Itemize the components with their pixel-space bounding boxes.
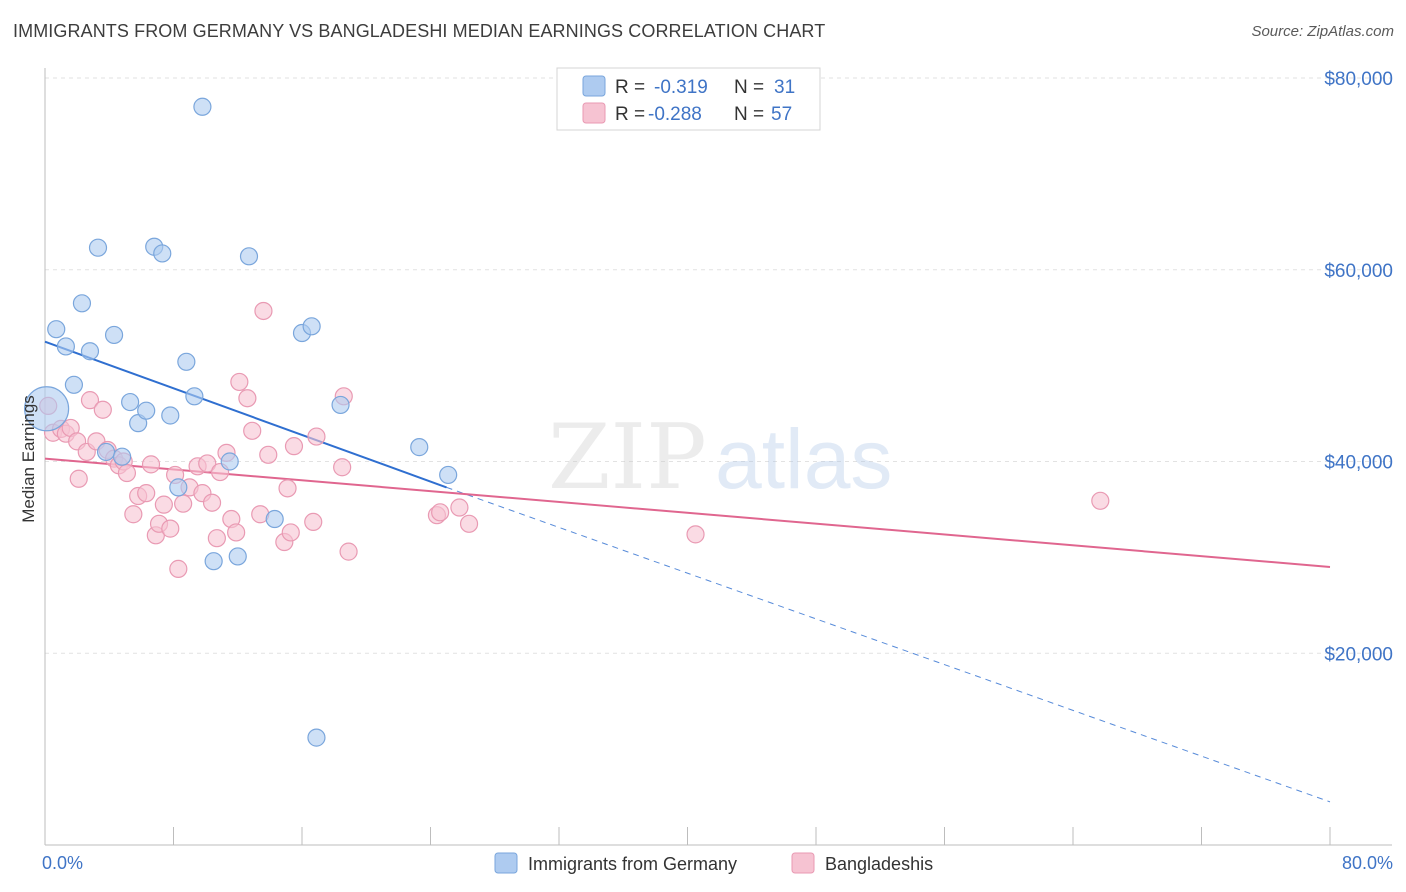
point-bangladeshis <box>202 493 222 512</box>
chart-source: Source: ZipAtlas.com <box>1251 23 1394 40</box>
point-germany <box>88 238 108 257</box>
point-bangladeshis <box>254 301 273 321</box>
point-germany <box>177 352 196 371</box>
point-germany <box>265 509 284 529</box>
point-germany <box>331 395 350 415</box>
point-germany <box>410 438 429 457</box>
point-germany <box>64 375 84 394</box>
point-germany <box>193 97 212 116</box>
x-tick-label-min: 0.0% <box>42 853 83 873</box>
y-tick-labels: $20,000 $40,000 $60,000 $80,000 <box>1324 69 1393 665</box>
point-bangladeshis <box>450 498 469 517</box>
point-bangladeshis <box>686 525 705 544</box>
trend-line-bangladeshis <box>44 457 1331 568</box>
point-germany <box>153 244 172 263</box>
legend-swatch-bangladeshis <box>582 102 606 124</box>
legend: R = -0.319 N = 31 R = -0.288 N = 57 <box>556 67 821 131</box>
bottom-legend-label-bangladeshis: Bangladeshis <box>825 854 933 874</box>
legend-r-label-1: R = <box>615 77 645 98</box>
point-bangladeshis <box>243 421 262 440</box>
point-bangladeshis <box>431 503 450 522</box>
point-bangladeshis <box>238 389 257 408</box>
point-bangladeshis <box>278 479 297 498</box>
bottom-legend-label-germany: Immigrants from Germany <box>528 854 737 874</box>
point-germany <box>112 447 132 466</box>
point-germany <box>72 294 92 313</box>
point-bangladeshis <box>281 523 300 542</box>
legend-n-label-1: N = <box>734 77 764 98</box>
point-germany <box>80 342 100 361</box>
legend-n-value-2: 57 <box>771 104 792 125</box>
point-bangladeshis <box>304 512 323 532</box>
point-bangladeshis <box>137 484 156 503</box>
point-germany <box>307 728 326 747</box>
point-germany <box>121 392 140 412</box>
point-bangladeshis <box>227 523 246 542</box>
point-bangladeshis <box>169 559 188 578</box>
point-germany <box>302 317 321 336</box>
point-germany <box>161 406 180 425</box>
point-bangladeshis <box>1091 491 1110 510</box>
point-bangladeshis <box>459 514 479 533</box>
point-bangladeshis <box>198 454 217 473</box>
point-bangladeshis <box>230 372 249 392</box>
point-bangladeshis <box>117 463 137 483</box>
point-bangladeshis <box>174 494 193 513</box>
point-germany <box>169 478 188 497</box>
point-bangladeshis <box>259 445 278 464</box>
point-bangladeshis <box>124 505 143 524</box>
point-bangladeshis <box>93 400 112 419</box>
legend-n-label-2: N = <box>734 104 764 125</box>
bottom-legend: Immigrants from Germany Bangladeshis <box>494 852 933 874</box>
legend-r-value-1: -0.319 <box>654 77 708 98</box>
y-axis-label: Median Earnings <box>19 395 38 523</box>
point-germany <box>56 337 75 356</box>
point-bangladeshis <box>141 455 161 474</box>
bottom-legend-swatch-germany <box>494 852 518 874</box>
point-bangladeshis <box>80 391 100 410</box>
legend-swatch-germany <box>582 75 606 97</box>
point-bangladeshis <box>207 529 226 548</box>
point-germany <box>239 247 259 266</box>
point-bangladeshis <box>339 542 358 561</box>
x-tick-label-max: 80.0% <box>1342 853 1393 873</box>
grid-lines <box>45 77 1392 654</box>
point-germany <box>228 547 247 566</box>
axes <box>44 68 1392 846</box>
y-tick-label: $40,000 <box>1324 453 1393 474</box>
trend-line-germany <box>44 340 447 489</box>
legend-r-label-2: R = <box>615 104 645 125</box>
legend-n-value-1: 31 <box>774 77 795 98</box>
point-germany <box>137 401 156 420</box>
point-germany <box>220 452 239 471</box>
point-bangladeshis <box>333 458 352 477</box>
chart-title: IMMIGRANTS FROM GERMANY VS BANGLADESHI M… <box>13 21 826 41</box>
point-bangladeshis <box>69 469 88 488</box>
data-points <box>24 97 1110 747</box>
point-bangladeshis <box>161 519 180 538</box>
point-germany <box>24 386 70 432</box>
y-tick-label: $20,000 <box>1324 644 1393 665</box>
point-bangladeshis <box>154 495 173 514</box>
point-bangladeshis <box>307 427 326 446</box>
point-germany <box>204 552 223 571</box>
trend-line-germany-extension <box>446 486 1331 803</box>
point-germany <box>96 442 116 462</box>
x-tick-labels: 0.0% 80.0% <box>42 853 1393 873</box>
point-germany <box>185 387 204 406</box>
legend-r-value-2: -0.288 <box>648 104 702 125</box>
trend-lines <box>44 340 1331 803</box>
watermark: ZIP atlas <box>548 405 892 510</box>
watermark-zip: ZIP <box>548 405 707 510</box>
y-tick-label: $80,000 <box>1324 69 1393 90</box>
watermark-atlas: atlas <box>715 412 892 506</box>
y-tick-label: $60,000 <box>1324 261 1393 282</box>
point-bangladeshis <box>284 437 304 456</box>
bottom-legend-swatch-bangladeshis <box>791 852 815 874</box>
point-germany <box>104 325 124 345</box>
point-germany <box>439 465 458 485</box>
point-germany <box>47 320 66 339</box>
